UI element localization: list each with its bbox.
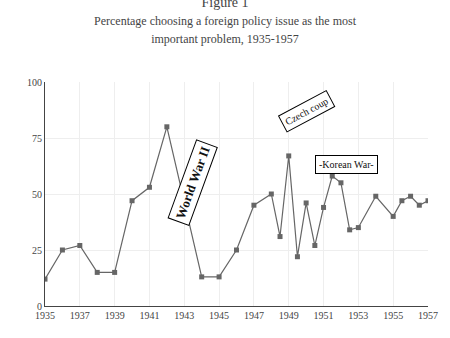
svg-text:1941: 1941 [139, 310, 159, 321]
svg-text:1953: 1953 [348, 310, 368, 321]
svg-text:1957: 1957 [418, 310, 438, 321]
svg-text:1955: 1955 [383, 310, 403, 321]
svg-text:1951: 1951 [314, 310, 334, 321]
svg-text:100: 100 [27, 77, 42, 88]
svg-text:1935: 1935 [35, 310, 55, 321]
svg-text:1949: 1949 [279, 310, 299, 321]
svg-text:Czech coup: Czech coup [283, 95, 330, 127]
svg-text:Figure 1Percentage choosing a: Figure 1Percentage choosing a foreign po… [94, 0, 357, 46]
svg-text:1945: 1945 [209, 310, 229, 321]
svg-text:25: 25 [32, 245, 42, 256]
svg-text:0: 0 [37, 301, 42, 312]
svg-text:50: 50 [32, 189, 42, 200]
svg-text:-Korean War-: -Korean War- [319, 159, 374, 170]
svg-text:1947: 1947 [244, 310, 264, 321]
svg-text:75: 75 [32, 133, 42, 144]
svg-text:1939: 1939 [105, 310, 125, 321]
svg-text:1937: 1937 [70, 310, 90, 321]
svg-text:World War II: World War II [173, 144, 213, 221]
svg-text:1943: 1943 [174, 310, 194, 321]
